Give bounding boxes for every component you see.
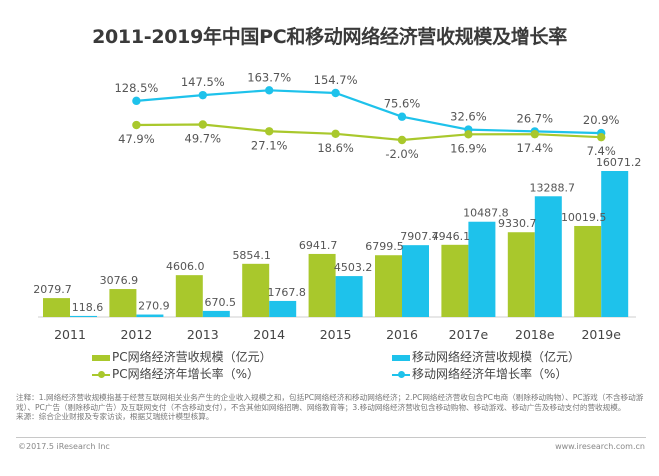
- data-label-pc-2016: 6799.5: [365, 240, 404, 253]
- data-label-mobile-2015: 4503.2: [334, 261, 373, 274]
- data-label-pc-growth-2018e: 17.4%: [517, 141, 554, 155]
- data-label-mobile-2017e: 10487.8: [463, 207, 509, 220]
- legend-label-pc-bar: PC网络经济营收规模（亿元）: [112, 350, 272, 364]
- point-pc-growth-2018e: [530, 129, 539, 139]
- x-tick-label-2013: 2013: [187, 327, 219, 342]
- bar-pc-2018e: [507, 232, 535, 317]
- point-pc-growth-2019e: [597, 132, 606, 142]
- data-label-mobile-2011: 118.6: [72, 301, 104, 314]
- point-pc-growth-2013: [198, 120, 207, 129]
- bar-mobile-2015: [335, 276, 363, 317]
- legend-item-pc-bar: PC网络经济营收规模（亿元）: [92, 350, 272, 364]
- data-label-mobile-growth-2014: 163.7%: [247, 70, 291, 84]
- data-label-pc-growth-2019e: 7.4%: [587, 144, 616, 158]
- point-mobile-growth-2013: [198, 90, 207, 100]
- bar-pc-2011: [43, 298, 70, 317]
- point-mobile-growth-2015: [331, 88, 340, 98]
- point-mobile-growth-2014: [265, 86, 274, 95]
- x-tick-label-2016: 2016: [386, 327, 418, 342]
- bar-mobile-2018e: [534, 196, 562, 317]
- legend-label-pc-line: PC网络经济年增长率（%）: [112, 367, 260, 381]
- bar-mobile-2017e: [468, 221, 496, 317]
- x-tick-label-2017e: 2017e: [449, 327, 489, 342]
- x-tick-label-2015: 2015: [320, 327, 352, 342]
- bar-mobile-2013: [202, 310, 230, 317]
- legend-item-mobile-bar: 移动网络经济营收规模（亿元）: [392, 350, 580, 364]
- bar-pc-2019e: [574, 225, 602, 317]
- point-pc-growth-2012: [132, 120, 141, 130]
- chart-title: 2011-2019年中国PC和移动网络经济营收规模及增长率: [92, 26, 567, 48]
- legend-swatch-pc-bar: [92, 354, 110, 361]
- data-label-mobile-growth-2015: 154.7%: [314, 73, 358, 87]
- x-tick-label-2012: 2012: [120, 327, 152, 342]
- legend-swatch-pc-line: [92, 370, 110, 378]
- legend-swatch-mobile-line: [392, 370, 410, 378]
- data-label-mobile-2013: 670.5: [205, 296, 237, 309]
- data-label-pc-growth-2013: 49.7%: [185, 131, 222, 145]
- bar-mobile-2012: [136, 314, 164, 317]
- bar-pc-2016: [375, 255, 402, 317]
- x-tick-label-2014: 2014: [253, 327, 285, 342]
- bar-mobile-2011: [70, 315, 97, 317]
- notes: 注释：1.网络经济营收规模指基于经营互联网相关业务产生的企业收入规模之和，包括P…: [16, 393, 646, 422]
- data-label-pc-growth-2015: 18.6%: [317, 141, 354, 155]
- notes-annotation: 注释：1.网络经济营收规模指基于经营互联网相关业务产生的企业收入规模之和，包括P…: [16, 393, 644, 412]
- data-label-pc-growth-2012: 47.9%: [118, 132, 155, 146]
- data-label-mobile-growth-2012: 128.5%: [114, 81, 158, 95]
- data-label-mobile-growth-2017e: 32.6%: [450, 110, 487, 124]
- data-label-mobile-2016: 7907.4: [400, 230, 439, 243]
- line-mobile-growth: [136, 89, 602, 135]
- data-label-pc-2019e: 10019.5: [561, 211, 607, 224]
- x-tick-label-2011: 2011: [54, 327, 86, 342]
- copyright: ©2017.5 iResearch Inc: [18, 442, 110, 451]
- data-label-mobile-growth-2018e: 26.7%: [517, 111, 554, 125]
- legend-item-pc-line: PC网络经济年增长率（%）: [92, 367, 259, 381]
- data-label-mobile-2012: 270.9: [138, 300, 170, 313]
- data-label-mobile-growth-2016: 75.6%: [384, 97, 421, 111]
- point-pc-growth-2017e: [464, 130, 473, 139]
- data-label-pc-2013: 4606.0: [166, 260, 205, 273]
- data-label-mobile-growth-2019e: 20.9%: [583, 113, 620, 127]
- data-label-mobile-2018e: 13288.7: [530, 181, 576, 194]
- bar-pc-2015: [308, 253, 336, 317]
- data-label-mobile-2014: 1767.8: [267, 286, 306, 299]
- bar-mobile-2014: [269, 300, 297, 317]
- bar-pc-2017e: [441, 244, 469, 317]
- point-mobile-growth-2012: [132, 96, 141, 106]
- point-pc-growth-2014: [265, 127, 274, 136]
- point-mobile-growth-2016: [397, 112, 407, 121]
- bar-mobile-2019e: [601, 171, 629, 317]
- data-label-pc-2015: 6941.7: [299, 239, 338, 252]
- website: www.iresearch.com.cn: [555, 442, 645, 451]
- data-label-pc-growth-2016: -2.0%: [385, 147, 418, 161]
- footer-divider: [16, 437, 646, 438]
- data-label-pc-growth-2017e: 16.9%: [450, 141, 487, 155]
- point-pc-growth-2016: [397, 135, 407, 145]
- bar-mobile-2016: [402, 245, 429, 317]
- data-label-pc-2017e: 7946.1: [432, 230, 471, 243]
- point-pc-growth-2015: [331, 129, 340, 139]
- data-label-pc-2012: 3076.9: [100, 274, 139, 287]
- bar-pc-2014: [242, 263, 270, 317]
- legend-item-mobile-line: 移动网络经济年增长率（%）: [392, 367, 567, 381]
- data-label-pc-2014: 5854.1: [232, 249, 271, 262]
- data-label-mobile-2019e: 16071.2: [596, 156, 642, 169]
- bar-pc-2012: [109, 289, 137, 317]
- notes-source: 来源：综合企业财报及专家访谈，根据艾瑞统计模型核算。: [16, 412, 214, 422]
- legend-label-mobile-bar: 移动网络经济营收规模（亿元）: [412, 350, 581, 364]
- bar-pc-2013: [175, 275, 203, 317]
- data-label-pc-2018e: 9330.7: [498, 217, 537, 230]
- x-tick-label-2019e: 2019e: [581, 327, 621, 342]
- legend-swatch-mobile-bar: [392, 354, 410, 361]
- legend-label-mobile-line: 移动网络经济年增长率（%）: [412, 367, 568, 381]
- data-label-pc-growth-2014: 27.1%: [251, 138, 288, 152]
- data-label-mobile-growth-2013: 147.5%: [181, 75, 225, 89]
- line-pc-growth: [136, 123, 602, 142]
- data-label-pc-2011: 2079.7: [33, 283, 72, 296]
- x-tick-label-2018e: 2018e: [515, 327, 555, 342]
